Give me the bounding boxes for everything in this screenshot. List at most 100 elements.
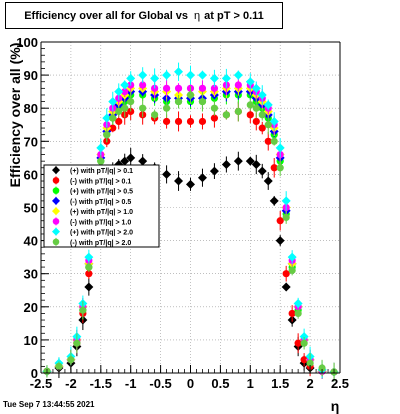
data-point: [246, 99, 254, 111]
marker-circle: [258, 124, 266, 132]
legend-entry: (+) with pT/|q| > 1.0: [52, 207, 133, 216]
data-point: [127, 91, 135, 112]
marker-diamond: [197, 70, 207, 80]
data-point: [233, 70, 243, 80]
marker-circle: [198, 97, 207, 106]
marker-circle: [246, 111, 254, 119]
data-point: [234, 78, 242, 92]
marker-diamond: [84, 252, 94, 262]
marker-circle: [306, 359, 314, 367]
data-point: [210, 100, 219, 116]
marker-circle: [109, 114, 117, 122]
data-point: [138, 67, 148, 83]
legend-marker: [52, 196, 60, 205]
marker-circle: [151, 111, 159, 119]
y-axis-title: Efficiency over all (%): [7, 43, 23, 188]
marker-diamond: [138, 70, 148, 80]
marker-circle: [79, 306, 87, 314]
legend-marker: [52, 238, 60, 246]
data-point: [198, 113, 207, 130]
legend-entry: (+) with pT/|q| > 2.0: [52, 227, 133, 237]
data-point: [96, 138, 106, 157]
legend-label: (+) with pT/|q| > 1.0: [70, 209, 133, 216]
data-point: [234, 101, 242, 122]
data-point: [209, 69, 219, 88]
y-tick-label: 90: [24, 68, 38, 83]
legend-label: (+) with pT/|q| > 0.5: [70, 189, 133, 196]
data-point: [103, 127, 111, 143]
legend-entry: (-) with pT/|q| > 2.0: [52, 237, 131, 247]
data-point: [282, 265, 290, 282]
x-tick-label: 2: [306, 376, 313, 391]
legend-marker: [52, 227, 60, 236]
data-point: [84, 249, 94, 265]
data-point: [162, 69, 172, 81]
marker-diamond: [263, 176, 273, 186]
series-layer: [42, 62, 339, 382]
data-point: [258, 109, 266, 121]
data-point: [318, 359, 326, 377]
marker-diamond: [209, 73, 219, 83]
marker-diamond: [114, 87, 124, 97]
y-tick-label: 100: [16, 35, 38, 50]
marker-circle: [55, 362, 63, 370]
marker-diamond: [162, 169, 172, 179]
data-point: [275, 138, 285, 158]
data-point: [251, 154, 261, 175]
data-point: [270, 157, 278, 178]
data-point: [251, 81, 261, 96]
marker-circle: [210, 104, 219, 112]
marker-diamond: [245, 77, 255, 87]
marker-circle: [115, 107, 123, 116]
marker-circle: [198, 117, 207, 126]
data-point: [300, 336, 308, 350]
data-point: [109, 111, 117, 125]
marker-circle: [127, 107, 135, 116]
marker-diamond: [263, 100, 273, 110]
x-tick-label: 0.5: [211, 376, 229, 391]
marker-diamond: [293, 298, 303, 308]
marker-circle: [121, 104, 129, 112]
data-point: [258, 121, 266, 135]
data-point: [186, 115, 195, 128]
x-tick-label: 2.5: [331, 376, 349, 391]
marker-diamond: [257, 90, 267, 100]
marker-diamond: [281, 282, 291, 292]
marker-circle: [73, 339, 81, 347]
marker-circle: [127, 97, 135, 106]
data-point: [162, 79, 171, 98]
data-point: [174, 94, 183, 109]
data-point: [109, 123, 117, 133]
data-point: [269, 112, 279, 131]
x-tick-label: -1: [125, 376, 137, 391]
legend-marker: [52, 207, 60, 216]
marker-diamond: [233, 156, 243, 166]
legend-label: (+) with pT/|q| > 2.0: [70, 230, 133, 237]
marker-circle: [186, 91, 195, 99]
marker-circle: [288, 309, 296, 318]
marker-diamond: [281, 196, 291, 206]
marker-diamond: [269, 116, 279, 126]
legend-marker: [52, 218, 60, 225]
marker-circle: [264, 137, 272, 145]
legend-label: (-) with pT/|q| > 1.0: [70, 219, 131, 226]
marker-diamond: [84, 282, 94, 292]
marker-circle: [97, 157, 105, 165]
marker-circle: [258, 111, 266, 119]
data-point: [139, 99, 147, 118]
marker-circle: [294, 339, 302, 347]
marker-circle: [270, 137, 278, 145]
legend-entry: (-) with pT/|q| > 1.0: [52, 217, 131, 226]
data-point: [287, 250, 297, 265]
marker-diamond: [251, 159, 261, 169]
marker-circle: [210, 114, 219, 122]
x-tick-label: -2: [65, 376, 77, 391]
marker-circle: [85, 263, 93, 271]
marker-diamond: [275, 236, 285, 246]
data-point: [150, 68, 160, 89]
data-point: [264, 115, 272, 135]
x-tick-label: 0: [187, 376, 194, 391]
marker-diamond: [108, 97, 118, 107]
data-point: [294, 333, 302, 354]
data-point: [245, 156, 255, 166]
